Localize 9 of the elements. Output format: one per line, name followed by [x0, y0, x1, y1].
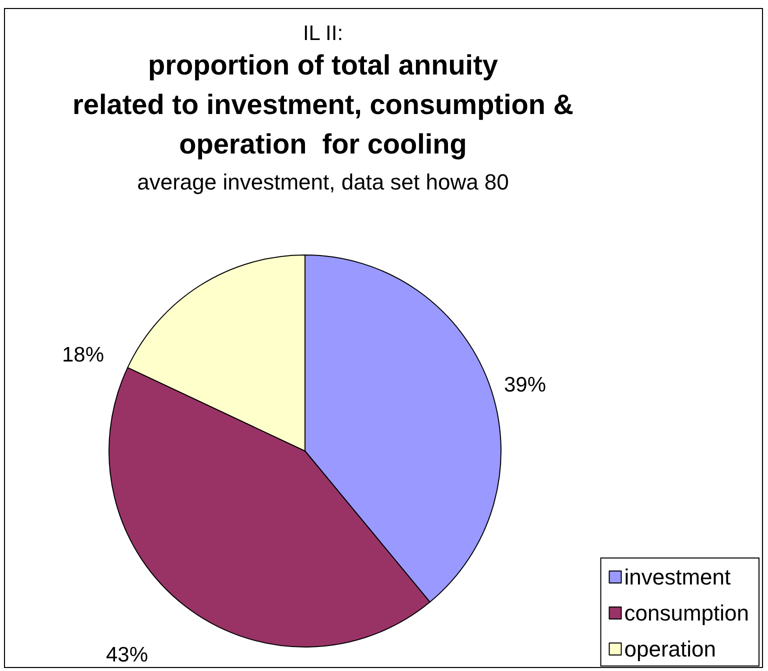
data-label: 18% — [62, 344, 104, 366]
legend-label: investment — [624, 564, 731, 590]
data-label: 43% — [106, 644, 148, 666]
text: IL II: — [302, 22, 344, 45]
data-label: 39% — [504, 374, 546, 396]
legend-label: consumption — [624, 600, 750, 626]
chart-title: proportion of total annuity related to investment, consumption & operation for cooling — [72, 49, 574, 160]
chart-subtitle: average investment, data set howa 80 — [137, 170, 509, 194]
legend-label: operation — [624, 636, 716, 662]
